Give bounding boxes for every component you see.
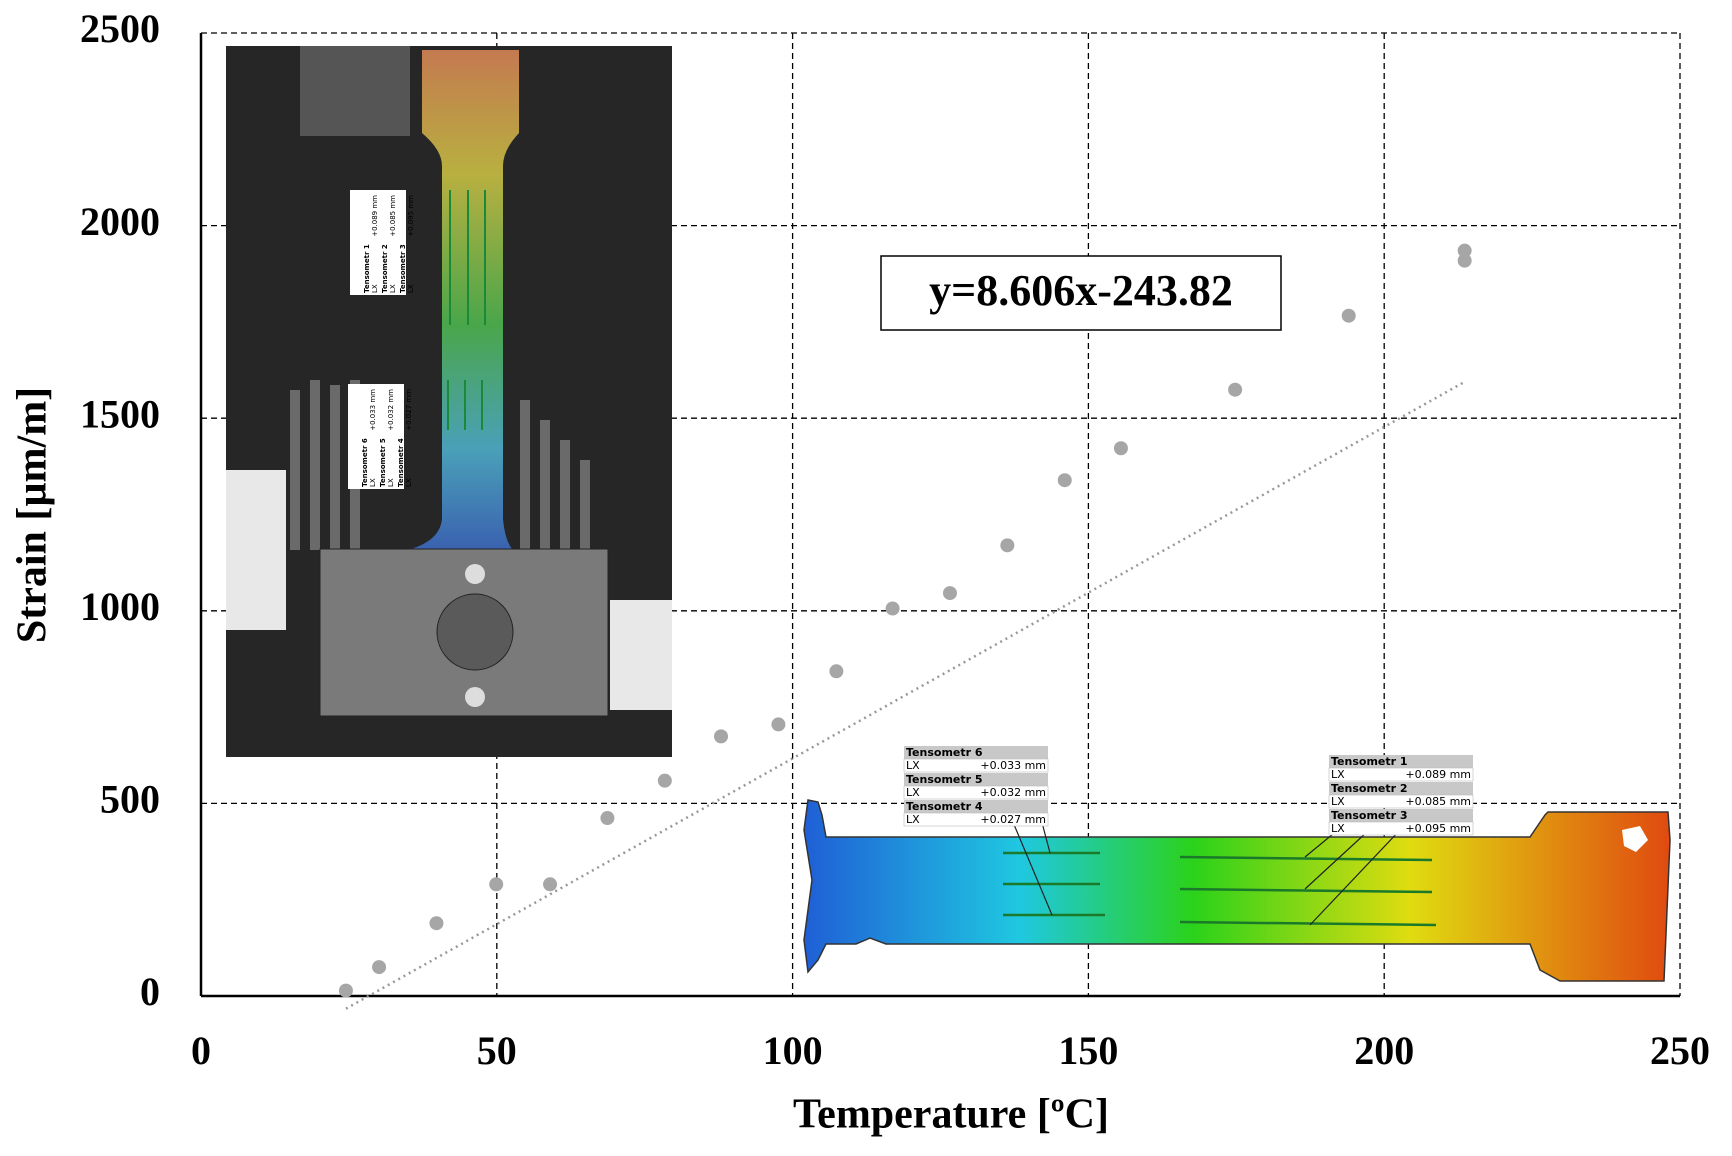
data-point xyxy=(714,729,729,744)
table-header xyxy=(904,773,1048,786)
data-point xyxy=(600,811,615,826)
y-tick-label: 0 xyxy=(140,969,160,1014)
photo-tensometer-axis: LX xyxy=(387,478,395,487)
data-point xyxy=(1228,382,1243,397)
data-point xyxy=(885,601,900,616)
y-tick-label: 2000 xyxy=(80,199,160,244)
table-row xyxy=(903,758,1049,773)
photo-tensometer-value: +0.033 mm xyxy=(369,389,377,431)
photo-tensometer-value: +0.027 mm xyxy=(405,389,413,431)
photo-tensometer-name: Tensometr 1 xyxy=(363,244,371,293)
y-tick-label: 1500 xyxy=(80,391,160,436)
tensometer-axis: LX xyxy=(906,759,920,772)
table-row xyxy=(1328,821,1474,836)
data-point xyxy=(543,877,558,892)
x-axis-title: Temperature [ºC] xyxy=(793,1092,1109,1138)
table-header xyxy=(1329,755,1473,768)
photo-tensometer-axis: LX xyxy=(369,478,377,487)
data-point xyxy=(1457,243,1472,258)
table-header xyxy=(904,746,1048,759)
photo-tensometer-axis: LX xyxy=(407,284,415,293)
data-point xyxy=(338,983,353,998)
table-header xyxy=(1329,809,1473,822)
x-tick-label: 0 xyxy=(191,1028,211,1073)
tensometer-axis: LX xyxy=(906,786,920,799)
x-tick-label: 150 xyxy=(1058,1028,1118,1073)
data-point xyxy=(429,916,444,931)
tensometer-value: +0.089 mm xyxy=(1405,768,1471,781)
tensometer-axis: LX xyxy=(1331,795,1345,808)
data-point xyxy=(829,664,844,679)
y-tick-label: 1000 xyxy=(80,584,160,629)
trendline xyxy=(345,380,1466,1010)
x-tick-label: 50 xyxy=(477,1028,517,1073)
photo-tensometer-name: Tensometr 6 xyxy=(361,438,369,487)
photo-tensometer-axis: LX xyxy=(405,478,413,487)
photo-tensometer-value: +0.095 mm xyxy=(407,195,415,237)
photo-tensometer-name: Tensometr 2 xyxy=(381,244,389,293)
tensometer-name: Tensometr 5 xyxy=(906,773,983,786)
y-tick-label: 500 xyxy=(100,777,160,822)
tensometer-name: Tensometr 3 xyxy=(1331,809,1408,822)
tensometer-axis: LX xyxy=(906,813,920,826)
x-tick-label: 200 xyxy=(1354,1028,1414,1073)
y-axis-title: Strain [µm/m] xyxy=(10,387,56,643)
photo-tensometer-value: +0.085 mm xyxy=(389,195,397,237)
tensometer-value: +0.085 mm xyxy=(1405,795,1471,808)
tensometer-axis: LX xyxy=(1331,822,1345,835)
data-point xyxy=(489,877,504,892)
tensometer-value: +0.033 mm xyxy=(980,759,1046,772)
tensometer-name: Tensometr 2 xyxy=(1331,782,1408,795)
photo-tensometer-value: +0.032 mm xyxy=(387,389,395,431)
table-row xyxy=(903,785,1049,800)
x-tick-label: 100 xyxy=(763,1028,823,1073)
data-point xyxy=(1000,538,1015,553)
equation: y=8.606x-243.82 xyxy=(929,266,1233,315)
table-header xyxy=(904,800,1048,813)
tensometer-name: Tensometr 4 xyxy=(906,800,983,813)
data-point xyxy=(1057,473,1072,488)
data-point xyxy=(771,717,786,732)
tensometer-value: +0.095 mm xyxy=(1405,822,1471,835)
photo-tensometer-name: Tensometr 5 xyxy=(379,438,387,487)
equation-box xyxy=(880,255,1282,331)
photo-tensometer-value: +0.089 mm xyxy=(371,195,379,237)
table-row xyxy=(903,812,1049,827)
tensometer-name: Tensometr 6 xyxy=(906,746,983,759)
tensometer-name: Tensometr 1 xyxy=(1331,755,1408,768)
x-tick-label: 250 xyxy=(1650,1028,1710,1073)
data-point xyxy=(372,960,387,975)
table-row xyxy=(1328,767,1474,782)
photo-tensometer-axis: LX xyxy=(371,284,379,293)
photo-tensometer-name: Tensometr 3 xyxy=(399,244,407,293)
data-point xyxy=(942,586,957,601)
table-row xyxy=(1328,794,1474,809)
y-tick-label: 2500 xyxy=(80,6,160,51)
tensometer-axis: LX xyxy=(1331,768,1345,781)
tensometer-value: +0.027 mm xyxy=(980,813,1046,826)
table-header xyxy=(1329,782,1473,795)
tensometer-value: +0.032 mm xyxy=(980,786,1046,799)
data-point xyxy=(657,773,672,788)
photo-tensometer-axis: LX xyxy=(389,284,397,293)
data-point xyxy=(1113,441,1128,456)
data-point xyxy=(1457,253,1472,268)
data-point xyxy=(1341,308,1356,323)
photo-tensometer-name: Tensometr 4 xyxy=(397,438,405,487)
